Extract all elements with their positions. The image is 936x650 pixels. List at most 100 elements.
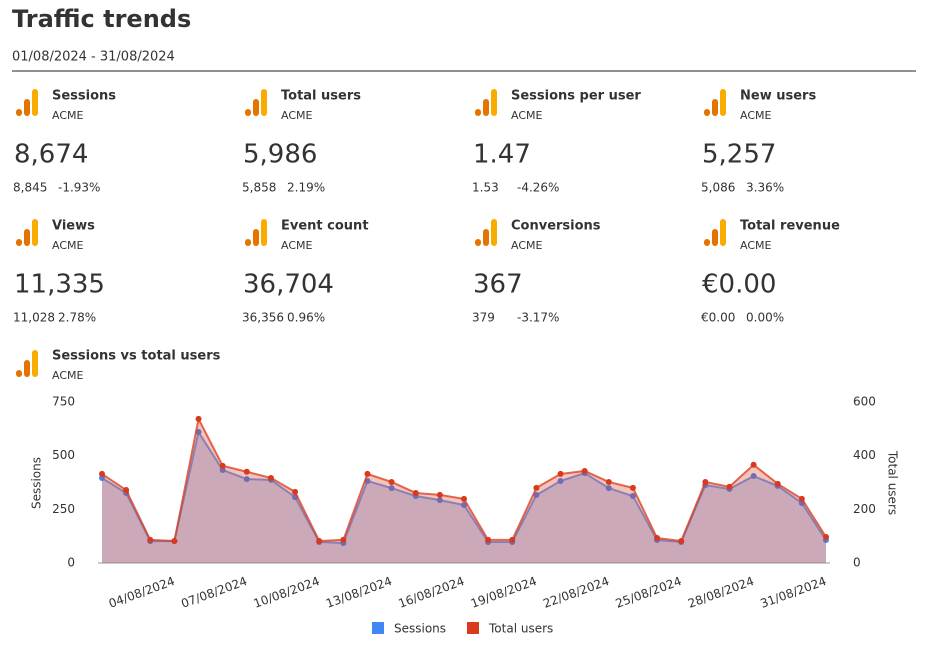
icon-bar [475, 109, 481, 116]
y2-axis-label: Total users [886, 450, 900, 515]
kpi-source: ACME [281, 239, 313, 252]
point [533, 484, 540, 491]
icon-bar [253, 229, 259, 246]
icon-bar [261, 219, 267, 246]
icon-bar [704, 239, 710, 246]
point [605, 485, 612, 492]
y-axis-label: Sessions [30, 457, 44, 509]
icon-bar [16, 239, 22, 246]
kpi-change: -4.26% [517, 181, 559, 195]
kpi-change: 2.78% [58, 311, 96, 325]
x-tick-label: 16/08/2024 [396, 574, 466, 611]
point [823, 533, 829, 540]
icon-bar [24, 229, 30, 246]
kpi-value: 36,704 [243, 270, 334, 300]
kpi-value: €0.00 [702, 270, 776, 300]
kpi-previous: €0.00 [701, 311, 735, 325]
kpi-change: 3.36% [746, 181, 784, 195]
y-tick-label: 250 [52, 502, 75, 516]
point [99, 470, 105, 477]
kpi-previous: 1.53 [472, 181, 499, 195]
kpi-name: Sessions [52, 89, 116, 104]
point [702, 478, 709, 485]
legend-label: Sessions [394, 622, 446, 636]
point [243, 468, 250, 475]
kpi-source: ACME [740, 109, 772, 122]
point [412, 489, 419, 496]
point [364, 470, 371, 477]
kpi-source: ACME [52, 109, 84, 122]
point [557, 470, 564, 477]
kpi-change: 0.00% [746, 311, 784, 325]
point [292, 488, 299, 495]
point [461, 502, 467, 509]
y2-tick-label: 0 [853, 556, 861, 570]
kpi-value: 5,986 [243, 140, 317, 170]
area [102, 432, 826, 563]
point [581, 467, 588, 474]
icon-bar [483, 229, 489, 246]
point [629, 493, 636, 500]
icon-bar [16, 109, 22, 116]
icon-bar [245, 109, 251, 116]
kpi-previous: 36,356 [242, 311, 284, 325]
icon-bar [245, 239, 251, 246]
icon-bar [32, 219, 38, 246]
point [388, 478, 395, 485]
point [267, 474, 274, 481]
point [605, 478, 612, 485]
kpi-source: ACME [281, 109, 313, 122]
point [436, 491, 443, 498]
x-tick-label: 31/08/2024 [758, 574, 828, 611]
point [243, 476, 250, 483]
point [219, 467, 226, 474]
x-tick-label: 28/08/2024 [686, 574, 756, 611]
kpi-value: 11,335 [14, 270, 105, 300]
point [316, 537, 323, 544]
chart-card-title: Sessions vs total users [52, 349, 221, 364]
point [436, 497, 443, 504]
icon-bar [491, 219, 497, 246]
area [102, 418, 826, 563]
point [750, 473, 757, 480]
date-range: 01/08/2024 - 31/08/2024 [12, 50, 175, 65]
kpi-value: 8,674 [14, 140, 88, 170]
point [678, 537, 685, 544]
icon-bar [483, 99, 489, 116]
point [629, 484, 636, 491]
y2-tick-label: 200 [853, 502, 876, 516]
kpi-source: ACME [740, 239, 772, 252]
kpi-value: 367 [473, 270, 523, 300]
x-tick-label: 07/08/2024 [179, 574, 249, 611]
x-tick-label: 10/08/2024 [252, 574, 322, 611]
y2-tick-label: 400 [853, 448, 876, 462]
chart-card-source: ACME [52, 369, 84, 382]
icon-bar [253, 99, 259, 116]
icon-bar [720, 89, 726, 116]
icon-bar [712, 229, 718, 246]
point [485, 536, 492, 543]
y-tick-label: 750 [52, 395, 75, 409]
icon-bar [32, 350, 38, 377]
x-tick-label: 22/08/2024 [541, 574, 611, 611]
kpi-change: -1.93% [58, 181, 100, 195]
point [654, 535, 661, 542]
x-tick-label: 19/08/2024 [469, 574, 539, 611]
legend-swatch [372, 622, 384, 634]
point [774, 480, 781, 487]
icon-bar [16, 370, 22, 377]
kpi-previous: 5,858 [242, 181, 276, 195]
point [509, 536, 516, 543]
kpi-value: 1.47 [473, 140, 531, 170]
kpi-name: Total revenue [740, 219, 840, 234]
point [147, 536, 154, 543]
icon-bar [32, 89, 38, 116]
x-tick-label: 13/08/2024 [324, 574, 394, 611]
y-tick-label: 500 [52, 448, 75, 462]
kpi-previous: 11,028 [13, 311, 55, 325]
kpi-source: ACME [511, 109, 543, 122]
icon-bar [24, 360, 30, 377]
kpi-change: 2.19% [287, 181, 325, 195]
icon-bar [712, 99, 718, 116]
